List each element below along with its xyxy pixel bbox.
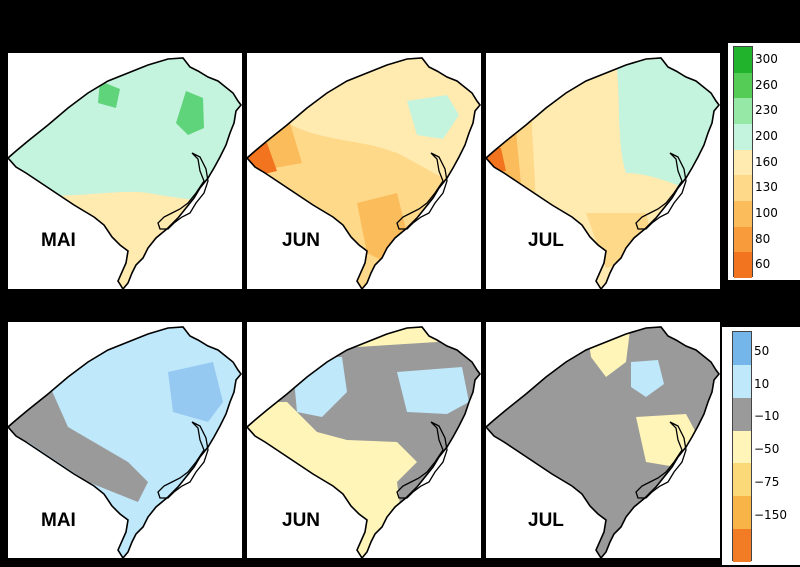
legend-tick-label: −50: [754, 442, 780, 457]
legend-color-swatch: [734, 72, 752, 99]
month-label: JUN: [282, 510, 321, 531]
legend-color-swatch: [733, 463, 751, 497]
legend-tick-label: 230: [755, 103, 778, 118]
month-label: MAI: [41, 230, 76, 251]
map-panel-bottom-mai: MAI: [8, 322, 242, 558]
legend-color-swatch: [734, 124, 752, 151]
legend-tick-label: 160: [755, 154, 778, 169]
map-panel-top-jun: JUN: [247, 53, 481, 289]
legend-tick-label: 260: [755, 77, 778, 92]
legend-color-swatch: [734, 252, 752, 279]
legend-color-swatch: [734, 47, 752, 74]
legend-tick-label: −75: [754, 475, 780, 490]
legend-tick-label: 200: [755, 128, 778, 143]
legend-tick-label: 100: [755, 205, 778, 220]
precipitation-map-top-mai: [8, 57, 242, 289]
legend-tick-label: −10: [754, 409, 780, 424]
anomaly-map-bottom-jun: [247, 326, 481, 558]
month-label: MAI: [41, 510, 76, 531]
month-label: JUN: [282, 230, 321, 251]
month-label: JUL: [528, 230, 564, 251]
anomaly-map-bottom-mai: [8, 326, 242, 558]
legend-color-swatch: [734, 226, 752, 253]
legend-tick-label: 80: [755, 231, 771, 246]
month-label: JUL: [528, 510, 564, 531]
legend-color-swatch: [733, 529, 751, 563]
map-panel-top-jul: JUL: [486, 53, 720, 289]
legend-color-swatch: [733, 364, 751, 399]
legend-tick-label: 300: [755, 51, 778, 66]
legend-color-swatch: [733, 496, 751, 530]
legend-tick-label: 60: [755, 257, 771, 272]
legend-color-swatch: [734, 201, 752, 228]
precipitation-map-top-jul: [486, 57, 720, 289]
map-panel-top-mai: MAI: [8, 53, 242, 289]
legend-tick-label: 10: [754, 376, 770, 391]
legend-color-swatch: [734, 98, 752, 125]
legend-color-swatch: [733, 397, 751, 432]
legend-color-swatch: [734, 175, 752, 202]
legend-color-swatch: [734, 149, 752, 176]
legend-color-swatch: [733, 332, 751, 366]
map-panel-bottom-jul: JUL: [486, 322, 720, 558]
legend-colorbar: [733, 46, 753, 279]
legend-tick-label: 50: [754, 343, 770, 358]
legend-bottom: 50 10 −10 −50 −75 −150: [722, 327, 800, 565]
precipitation-map-top-jun: [247, 57, 481, 289]
legend-colorbar: [732, 331, 752, 563]
anomaly-map-bottom-jul: [486, 326, 720, 558]
legend-color-swatch: [733, 430, 751, 464]
legend-tick-label: −150: [754, 508, 787, 522]
map-panel-bottom-jun: JUN: [247, 322, 481, 558]
legend-tick-label: 130: [755, 180, 778, 195]
legend-top: 300 260 230 200 160 130 100 80 60: [728, 43, 800, 280]
